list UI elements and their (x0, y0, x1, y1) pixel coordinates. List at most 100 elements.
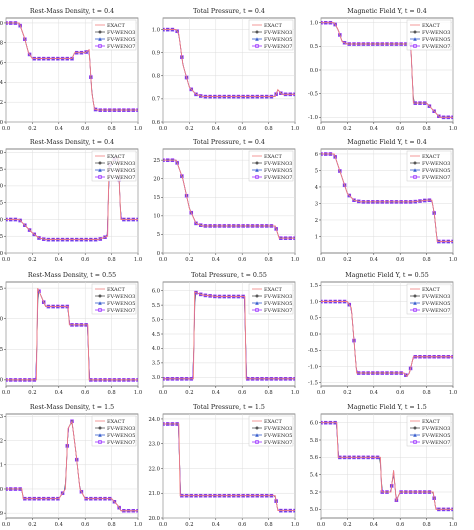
x-tick-label: 0.6 (396, 257, 404, 263)
y-tick-label: 15 (153, 195, 160, 201)
x-tick-label: 0.6 (81, 522, 89, 528)
y-tick-label: 1.5 (0, 347, 3, 353)
weno3-point (98, 161, 102, 165)
x-tick-label: 0.0 (159, 390, 167, 396)
x-tick-label: 0.4 (55, 257, 64, 263)
x-tick-label: 0.2 (343, 126, 351, 132)
chart-title: Total Pressure, t = 0.4 (193, 139, 265, 146)
y-tick-label: 1.0 (310, 21, 318, 27)
y-tick-label: 8.3 (0, 414, 3, 420)
weno7-point (98, 237, 103, 241)
y-tick-label: 20.0 (148, 516, 160, 522)
y-tick-label: 0.6 (0, 60, 3, 66)
legend-label: FV-WENO3 (107, 161, 135, 167)
y-tick-label: 4.0 (152, 346, 160, 352)
weno7-point (255, 308, 259, 312)
weno3-point (413, 30, 417, 34)
weno7-point (32, 232, 37, 237)
x-tick-label: 0.0 (2, 522, 10, 528)
legend-label: EXACT (107, 154, 125, 160)
y-tick-label: 1.5 (310, 283, 318, 289)
weno7-point (427, 104, 432, 108)
weno7-point (198, 94, 203, 98)
y-tick-label: 5 (315, 168, 318, 174)
weno3-point (413, 294, 417, 298)
legend-label: EXACT (264, 287, 282, 293)
x-tick-label: 0.6 (238, 390, 246, 396)
weno3-point (98, 426, 102, 430)
x-tick-label: 1.0 (449, 522, 457, 528)
x-tick-label: 0.2 (343, 390, 351, 396)
y-tick-label: 0.0 (310, 68, 318, 74)
x-tick-label: 1.0 (291, 257, 299, 263)
x-tick-label: 0.4 (212, 522, 221, 528)
x-tick-label: 0.8 (107, 257, 115, 263)
y-tick-label: 0.5 (310, 316, 318, 322)
legend-label: FV-WENO7 (107, 44, 135, 50)
weno5-point (255, 433, 259, 437)
x-tick-label: 0.8 (107, 126, 115, 132)
x-tick-label: 0.2 (28, 390, 36, 396)
legend-label: FV-WENO3 (422, 426, 450, 432)
legend-label: EXACT (107, 23, 125, 29)
chart-panel: Magnetic Field Y, t = 0.4 0.0 0.2 0.4 0.6 0.8… (308, 8, 457, 132)
exact-line (321, 301, 453, 377)
x-tick-label: 0.2 (185, 390, 193, 396)
legend-label: FV-WENO7 (264, 440, 292, 446)
exact-line (321, 22, 453, 118)
weno7-point (189, 210, 194, 215)
chart-panel: Magnetic Field Y, t = 0.55 0.0 0.2 0.4 0.6 0.… (308, 272, 457, 396)
exact-line (6, 22, 138, 111)
weno7-point (347, 302, 352, 307)
data-layer (6, 287, 138, 382)
legend-label: FV-WENO5 (107, 433, 135, 439)
y-tick-label: 5 (157, 232, 160, 238)
x-tick-label: 0.8 (107, 522, 115, 528)
chart-title: Rest-Mass Density, t = 0.4 (30, 8, 114, 15)
weno5-point (255, 168, 259, 172)
weno7-point (347, 193, 352, 198)
legend-label: FV-WENO7 (422, 175, 450, 181)
x-tick-label: 0.6 (81, 257, 89, 263)
legend-label: FV-WENO3 (107, 30, 135, 36)
x-tick-label: 0.8 (264, 126, 272, 132)
legend-label: FV-WENO7 (422, 440, 450, 446)
weno7-point (194, 221, 198, 226)
data-layer (6, 419, 138, 513)
weno5-point (255, 37, 259, 41)
weno7-point (437, 114, 441, 119)
weno3-point (98, 294, 102, 298)
legend-label: FV-WENO5 (107, 168, 135, 174)
weno5-point (98, 433, 102, 437)
y-tick-label: 1.0 (0, 21, 3, 27)
chart-panel: Total Pressure, t = 1.5 0.0 0.2 0.4 0.6 0.8 1.… (148, 404, 299, 528)
exact-line (163, 291, 295, 380)
x-tick-label: 1.0 (291, 522, 299, 528)
weno7-point (413, 440, 417, 444)
weno7-point (27, 228, 32, 232)
y-tick-label: 0.5 (0, 234, 3, 240)
y-tick-label: 0.7 (152, 97, 160, 103)
y-tick-label: 1.0 (152, 27, 160, 33)
weno7-point (180, 174, 184, 178)
weno5-point (413, 433, 417, 437)
weno7-point (175, 161, 179, 165)
y-tick-label: 5.4 (310, 472, 319, 478)
y-tick-label: 3.0 (0, 150, 3, 156)
x-tick-label: 0.0 (159, 257, 167, 263)
weno5-point (413, 301, 417, 305)
x-tick-label: 1.0 (291, 126, 299, 132)
x-tick-label: 0.8 (422, 390, 430, 396)
weno7-point (112, 500, 117, 504)
legend-label: EXACT (422, 287, 440, 293)
weno7-point (23, 223, 27, 227)
legend-label: EXACT (107, 419, 125, 425)
weno5-point (98, 37, 102, 41)
y-tick-label: -1.5 (308, 381, 318, 387)
x-tick-label: 0.2 (28, 522, 36, 528)
